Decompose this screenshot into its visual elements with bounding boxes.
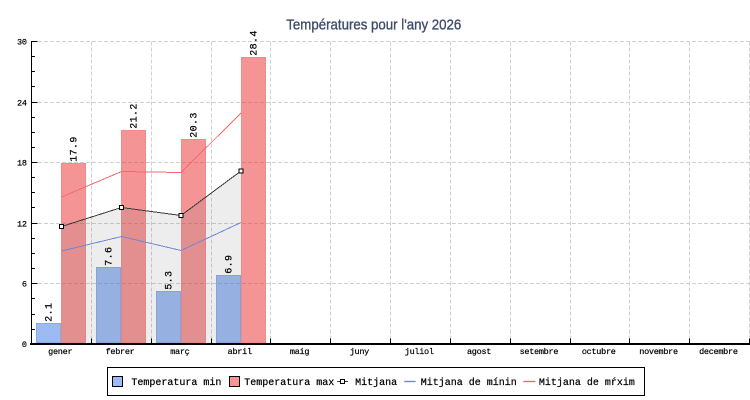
svg-text:octubre: octubre [582,347,616,357]
svg-text:gener: gener [48,347,72,357]
svg-text:Mitjana de mínin: Mitjana de mínin [421,377,517,389]
svg-text:12: 12 [17,220,27,230]
svg-text:17.9: 17.9 [70,136,81,162]
svg-text:28.4: 28.4 [250,30,261,56]
svg-text:18: 18 [17,159,27,169]
svg-text:Temperatura max: Temperatura max [244,378,334,389]
svg-text:2.1: 2.1 [45,303,56,322]
svg-text:20.3: 20.3 [190,112,201,138]
svg-text:setembre: setembre [520,347,559,357]
svg-text:Mitjana: Mitjana [355,377,397,389]
svg-text:novembre: novembre [639,347,678,357]
svg-text:juny: juny [350,347,369,357]
svg-text:6.9: 6.9 [225,255,236,274]
svg-text:5.3: 5.3 [165,271,176,290]
svg-text:març: març [170,347,189,357]
svg-text:Temperatura min: Temperatura min [131,377,221,389]
svg-text:Mitjana de mŕxim: Mitjana de mŕxim [539,377,635,389]
svg-text:6: 6 [22,280,27,290]
svg-text:7.6: 7.6 [105,247,116,266]
svg-text:Températures pour l'any 2026: Températures pour l'any 2026 [286,17,461,34]
svg-text:febrer: febrer [106,347,135,357]
svg-text:30: 30 [17,38,27,48]
svg-text:decembre: decembre [699,347,738,357]
svg-text:21.2: 21.2 [130,103,141,129]
svg-text:24: 24 [17,99,27,109]
svg-text:juliol: juliol [405,347,434,357]
svg-text:0: 0 [22,340,27,350]
svg-text:abril: abril [228,347,252,357]
svg-text:agost: agost [467,347,491,357]
svg-text:maig: maig [290,347,309,357]
